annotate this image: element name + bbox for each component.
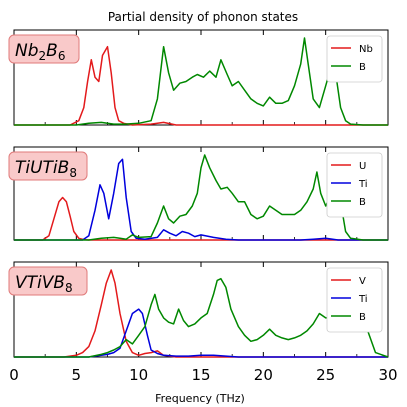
legend-label: B (359, 62, 366, 73)
panel-3: VTiVB8 V Ti B (8, 261, 389, 358)
panel-label-text: TiUTiB8 (15, 158, 77, 180)
legend-label: B (359, 197, 366, 208)
x-tick-label: 25 (316, 366, 335, 384)
legend-label: V (359, 276, 366, 287)
legend: U Ti B (326, 152, 383, 218)
x-tick-label: 30 (378, 366, 397, 384)
legend-label: B (359, 312, 366, 323)
series-line-ti (14, 158, 388, 241)
series-line-ti (14, 308, 388, 358)
panel-label-text: Nb2B6 (15, 41, 65, 63)
x-tick-label: 15 (191, 366, 210, 384)
legend-box (326, 152, 383, 218)
x-tick-label: 0 (9, 366, 19, 384)
x-tick-label: 10 (129, 366, 148, 384)
panel-label-box (8, 34, 80, 64)
legend-label: Ti (358, 294, 368, 305)
legend: Nb B (326, 35, 383, 83)
legend-label: Ti (358, 179, 368, 190)
x-tick-label: 5 (72, 366, 82, 384)
series-line-v (14, 269, 388, 358)
legend-box (326, 267, 383, 333)
series-line-b (14, 154, 388, 241)
panel-2: TiUTiB8 U Ti B (8, 146, 389, 241)
legend-label: Nb (359, 44, 373, 55)
series-line-nb (14, 45, 388, 126)
panel-label-text: VTiVB8 (15, 273, 73, 295)
panel-label: TiUTiB8 (8, 151, 88, 181)
x-tick-label: 20 (254, 366, 273, 384)
legend-box (326, 35, 383, 83)
panel-label: VTiVB8 (8, 266, 88, 296)
x-axis-label: Frequency (THz) (155, 392, 245, 405)
panel-label-box (8, 151, 88, 181)
legend-label: U (359, 161, 366, 172)
series-line-b (14, 37, 388, 126)
panel-label-box (8, 266, 88, 296)
chart-title: Partial density of phonon states (108, 10, 298, 24)
panel-label: Nb2B6 (8, 34, 80, 64)
legend: V Ti B (326, 267, 383, 333)
panel-1: Nb2B6 Nb B (8, 29, 389, 126)
